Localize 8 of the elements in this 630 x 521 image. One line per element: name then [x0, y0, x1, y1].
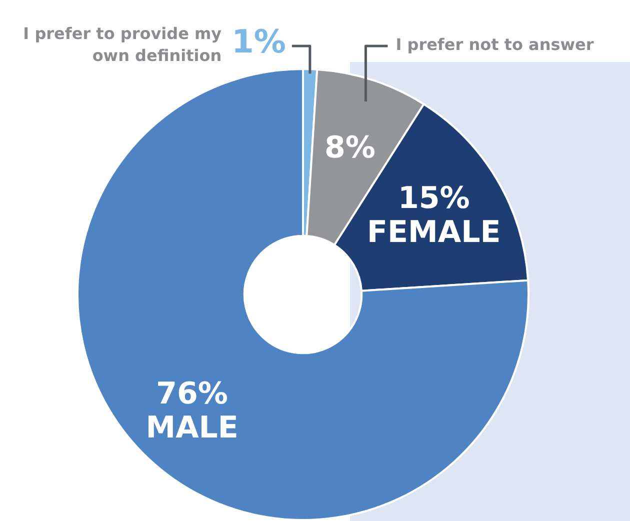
slice-label: FEMALE — [367, 214, 501, 250]
data-label: 15% — [398, 180, 470, 216]
data-label: 76% — [156, 376, 228, 412]
data-label: 1% — [232, 22, 286, 60]
slice-label: I prefer to provide my own definition — [23, 24, 222, 66]
slice-label: MALE — [146, 410, 238, 446]
data-label: 8% — [324, 130, 376, 166]
slice-label: I prefer not to answer — [396, 35, 594, 54]
